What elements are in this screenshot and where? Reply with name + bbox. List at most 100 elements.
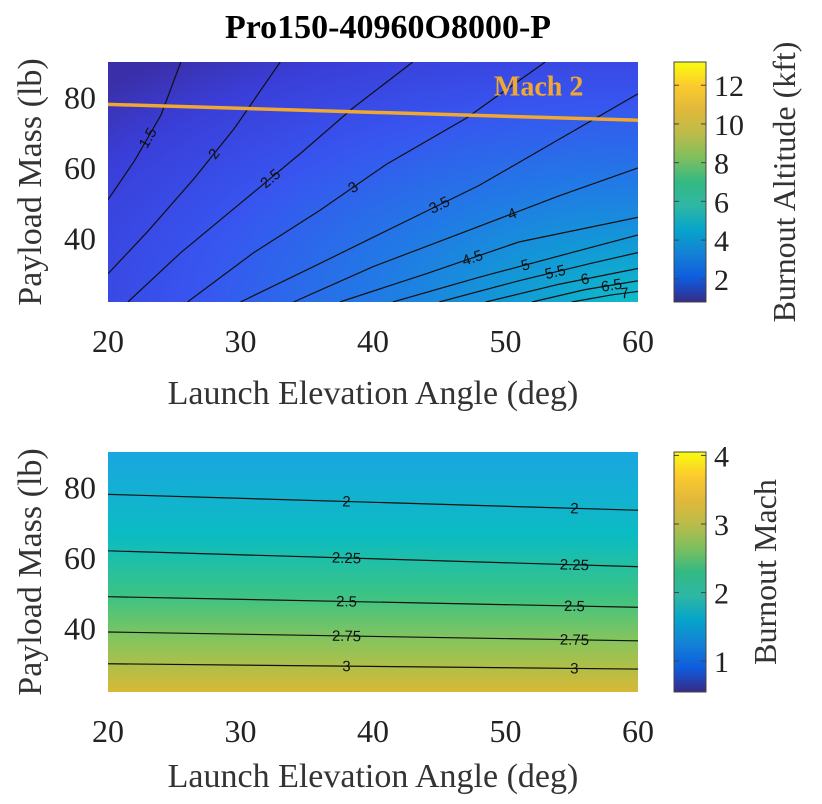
mach-y-axis-label: Payload Mass (lb) <box>12 448 49 695</box>
mach-contour-label: 2.75 <box>560 632 589 649</box>
mach-contour-label-text: 2 <box>342 493 351 510</box>
mach-x-tick-label: 50 <box>490 713 522 749</box>
altitude-x-tick-label: 50 <box>490 323 522 359</box>
mach-colorbar-tick-label: 2 <box>714 578 729 611</box>
mach-x-ticks: 20 30 40 50 60 <box>92 713 654 749</box>
mach-colorbar-tick-label: 1 <box>714 646 729 679</box>
mach-y-tick-label: 80 <box>64 469 96 505</box>
altitude-contour-line <box>571 290 638 302</box>
altitude-colorbar-ticks: 2 4 6 8 10 12 <box>674 70 744 297</box>
altitude-colorbar <box>673 61 707 303</box>
altitude-contour-line <box>240 93 638 302</box>
altitude-contour-label: 3 <box>345 178 362 197</box>
mach-2-line <box>108 102 638 122</box>
mach-colorbar-label: Burnout Mach <box>747 479 783 665</box>
mach-contour-label: 2.25 <box>332 550 362 568</box>
mach-contour-label-text: 3 <box>570 660 579 677</box>
mach-contour-label-text: 2 <box>570 500 579 517</box>
mach-contours: 2 2 2.25 2.25 2.5 2.5 2.75 2.75 3 3 <box>108 493 638 677</box>
altitude-contour-line <box>187 62 546 302</box>
altitude-contour-label: 4 <box>505 205 519 224</box>
mach-colorbar-ticks: 1 2 3 4 <box>674 440 729 679</box>
mach-contour-line <box>108 493 638 511</box>
mach-2-annotation: Mach 2 <box>108 72 638 122</box>
mach-contour-label-text: 2.25 <box>560 556 590 574</box>
mach-y-tick-label: 60 <box>64 540 96 576</box>
mach-contour-line <box>108 631 638 642</box>
altitude-panel: Pro150-40960O8000-P 1.522.5 33.5 44.5 5 5.5 6… <box>12 9 802 412</box>
mach-contour-label: 2.25 <box>560 556 590 574</box>
mach-contour-label: 3 <box>342 658 351 675</box>
mach-x-tick-label: 40 <box>357 713 389 749</box>
mach-colorbar <box>673 451 707 693</box>
altitude-contour-line <box>439 252 638 302</box>
mach-contour-label-text: 2.75 <box>560 632 589 649</box>
mach-contour-label: 2.5 <box>336 593 357 610</box>
altitude-contour-line <box>392 234 638 302</box>
mach-contour-label-text: 2.75 <box>332 628 361 645</box>
mach-contour-label: 2 <box>342 493 351 510</box>
altitude-x-tick-label: 20 <box>92 323 124 359</box>
altitude-x-axis-label: Launch Elevation Angle (deg) <box>168 375 579 412</box>
altitude-x-tick-label: 40 <box>357 323 389 359</box>
altitude-contour-line <box>127 62 414 302</box>
altitude-contour-label-text: 7 <box>620 285 631 303</box>
altitude-contour-label: 2 <box>205 145 223 162</box>
altitude-x-tick-label: 60 <box>622 323 654 359</box>
altitude-y-axis-label: Payload Mass (lb) <box>12 58 49 305</box>
altitude-y-tick-label: 60 <box>64 150 96 186</box>
altitude-colorbar-tick-label: 4 <box>714 225 729 258</box>
altitude-contour-line <box>339 216 638 302</box>
altitude-contour-label-text: 4.5 <box>460 247 485 270</box>
mach-y-ticks: 40 60 80 <box>64 469 96 646</box>
altitude-colorbar-tick-label: 10 <box>714 109 744 142</box>
mach-contour-line <box>108 550 638 568</box>
altitude-contour-line <box>108 62 182 200</box>
mach-contour-label: 2.5 <box>564 598 585 615</box>
altitude-contour-label-text: 6.5 <box>600 276 623 296</box>
altitude-contour-label-text: 6 <box>579 270 591 288</box>
mach-panel: 2 2 2.25 2.25 2.5 2.5 2.75 2.75 3 3 20 30 40 50 60 40… <box>12 440 783 795</box>
mach-contour-label-text: 3 <box>342 658 351 675</box>
altitude-contour-label: 6 <box>579 270 591 288</box>
altitude-contour-label: 5.5 <box>543 262 567 283</box>
altitude-contour-label: 7 <box>620 285 631 303</box>
mach-2-label: Mach 2 <box>494 72 583 103</box>
mach-contour-line <box>108 596 638 608</box>
chart-title: Pro150-40960O8000-P <box>225 9 551 46</box>
altitude-contour-label: 4.5 <box>460 247 485 270</box>
altitude-colorbar-tick-label: 2 <box>714 264 729 297</box>
altitude-y-tick-label: 80 <box>64 79 96 115</box>
mach-plot-area <box>108 452 638 692</box>
altitude-contour-label: 5 <box>519 256 531 275</box>
mach-contour-label-text: 2.5 <box>564 598 585 615</box>
mach-x-tick-label: 30 <box>225 713 257 749</box>
mach-contour-line <box>108 663 638 670</box>
altitude-y-tick-label: 40 <box>64 220 96 256</box>
altitude-colorbar-tick-label: 8 <box>714 148 729 181</box>
mach-contour-label-text: 2.5 <box>336 593 357 610</box>
mach-x-tick-label: 60 <box>622 713 654 749</box>
altitude-contour-label-text: 5.5 <box>543 262 567 283</box>
mach-x-axis-label: Launch Elevation Angle (deg) <box>168 758 579 795</box>
mach-contour-label-text: 2.25 <box>332 550 362 568</box>
mach-contour-label: 2.75 <box>332 628 361 645</box>
altitude-contour-label: 6.5 <box>600 276 623 296</box>
altitude-colorbar-label: Burnout Altitude (kft) <box>766 42 802 323</box>
altitude-colorbar-tick-label: 12 <box>714 70 744 103</box>
altitude-x-tick-label: 30 <box>225 323 257 359</box>
altitude-contour-line <box>485 267 638 302</box>
altitude-contour-line <box>531 280 638 302</box>
mach-contour-label: 2 <box>570 500 579 517</box>
altitude-plot-area <box>108 62 638 302</box>
mach-colorbar-tick-label: 3 <box>714 509 729 542</box>
altitude-colorbar-tick-label: 6 <box>714 186 729 219</box>
altitude-y-ticks: 40 60 80 <box>64 79 96 256</box>
altitude-contour-line <box>293 167 638 302</box>
mach-x-tick-label: 20 <box>92 713 124 749</box>
mach-colorbar-tick-label: 4 <box>714 440 729 473</box>
mach-y-tick-label: 40 <box>64 610 96 646</box>
altitude-x-ticks: 20 30 40 50 60 <box>92 323 654 359</box>
altitude-contour-line <box>108 62 281 275</box>
